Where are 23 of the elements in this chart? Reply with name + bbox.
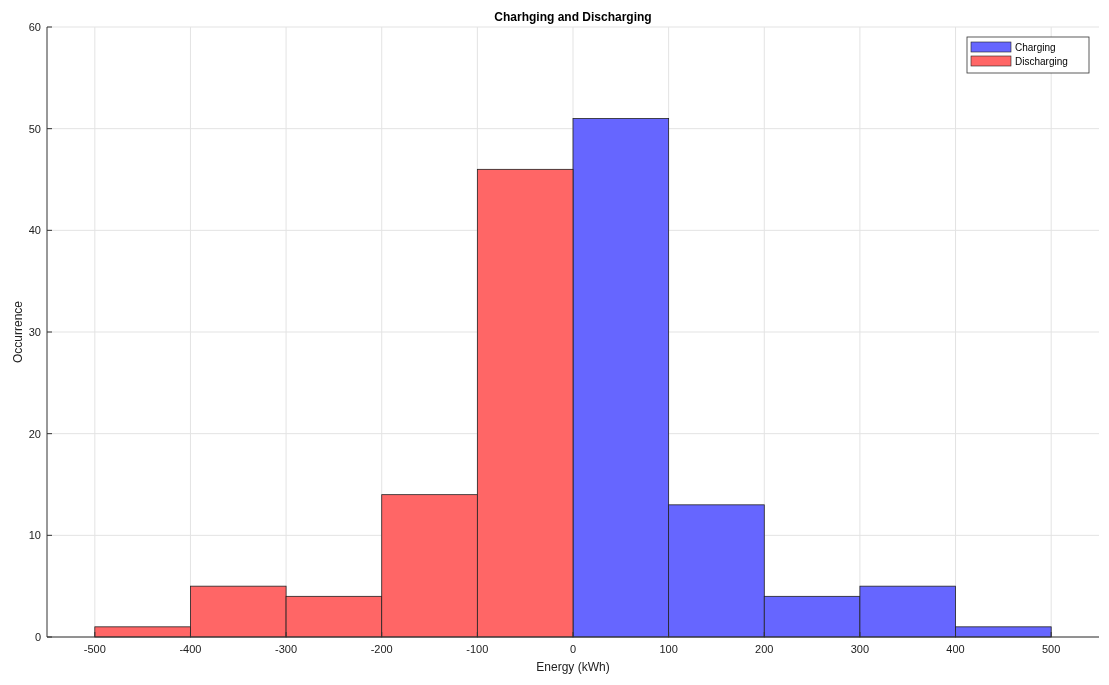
x-tick-label: -500 <box>83 643 106 655</box>
legend-label: Charging <box>1015 42 1056 53</box>
y-axis-title: Occurrence <box>11 300 25 364</box>
y-tick-label: 60 <box>28 21 41 33</box>
x-tick-label: 200 <box>755 643 774 655</box>
y-tick-label: 50 <box>28 122 41 135</box>
y-tick-label: 20 <box>28 427 41 440</box>
chart-title: Charhging and Discharging <box>494 10 652 24</box>
x-axis-title: Energy (kWh) <box>536 660 610 674</box>
x-tick-label: 300 <box>850 643 870 655</box>
y-tick-label: 0 <box>34 631 41 643</box>
x-tick-label: -200 <box>370 643 393 655</box>
y-tick-label: 30 <box>28 326 41 338</box>
y-tick-label: 10 <box>28 529 41 542</box>
y-tick-label: 40 <box>28 224 41 237</box>
x-tick-label: 100 <box>659 643 678 655</box>
x-tick-label: -400 <box>179 643 202 655</box>
x-tick-label: 500 <box>1042 643 1061 655</box>
x-tick-label: -100 <box>466 643 489 655</box>
x-tick-label: 0 <box>569 643 577 655</box>
x-tick-label: 400 <box>946 643 965 655</box>
x-tick-label: -300 <box>275 643 298 655</box>
legend-label: Discharging <box>1015 56 1068 67</box>
